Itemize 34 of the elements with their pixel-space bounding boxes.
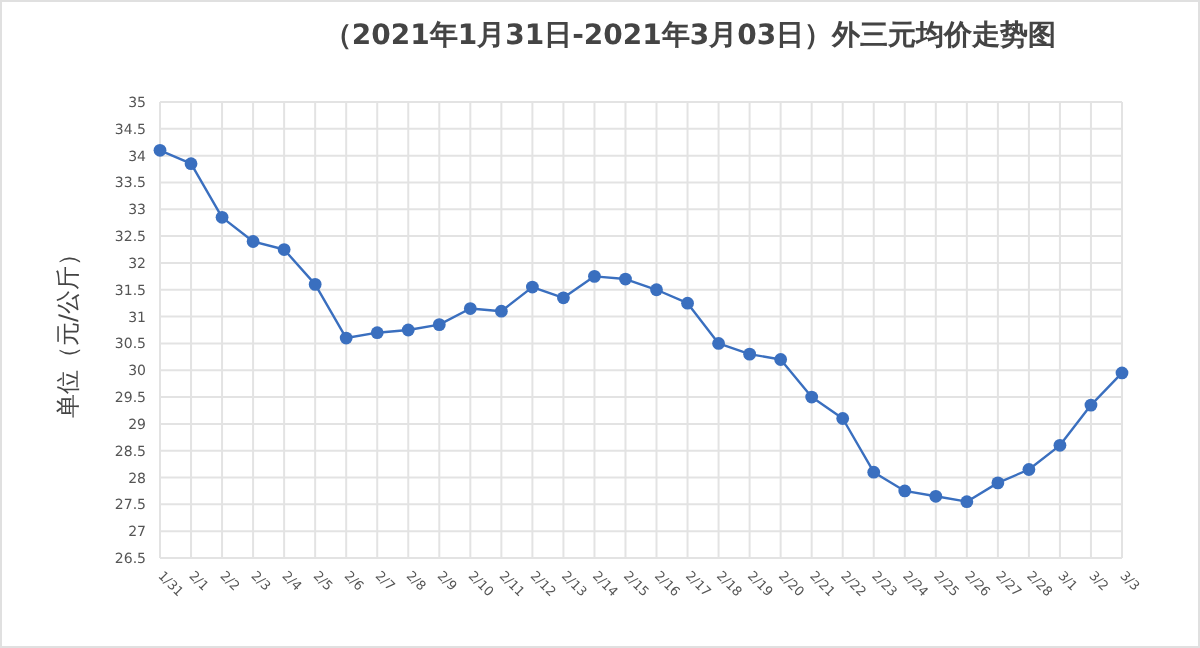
point (246, 235, 260, 248)
point (898, 484, 912, 498)
point (743, 347, 757, 361)
point (1084, 398, 1098, 412)
point (681, 296, 694, 310)
point (153, 143, 167, 157)
point (960, 495, 974, 509)
point (339, 331, 353, 345)
point (557, 291, 570, 305)
point (215, 210, 229, 224)
point (805, 390, 819, 404)
point (1022, 463, 1036, 476)
point (774, 353, 788, 366)
y-axis-title: 单位（元/公斤） (54, 241, 82, 419)
point (370, 326, 384, 340)
chart-title: （2021年1月31日-2021年3月03日）外三元均价走势图 (323, 20, 1057, 52)
point (929, 489, 943, 503)
point (463, 302, 477, 315)
point (650, 283, 663, 297)
point (308, 278, 322, 291)
point (184, 157, 198, 171)
point (525, 280, 539, 294)
point (1053, 438, 1067, 452)
point (1115, 366, 1129, 380)
point (712, 337, 725, 350)
point (494, 304, 508, 318)
point (277, 243, 291, 256)
point (867, 465, 881, 479)
point (619, 272, 632, 286)
point (432, 318, 446, 332)
point (401, 323, 415, 337)
point (991, 476, 1005, 490)
point (588, 269, 601, 283)
point (836, 412, 850, 425)
